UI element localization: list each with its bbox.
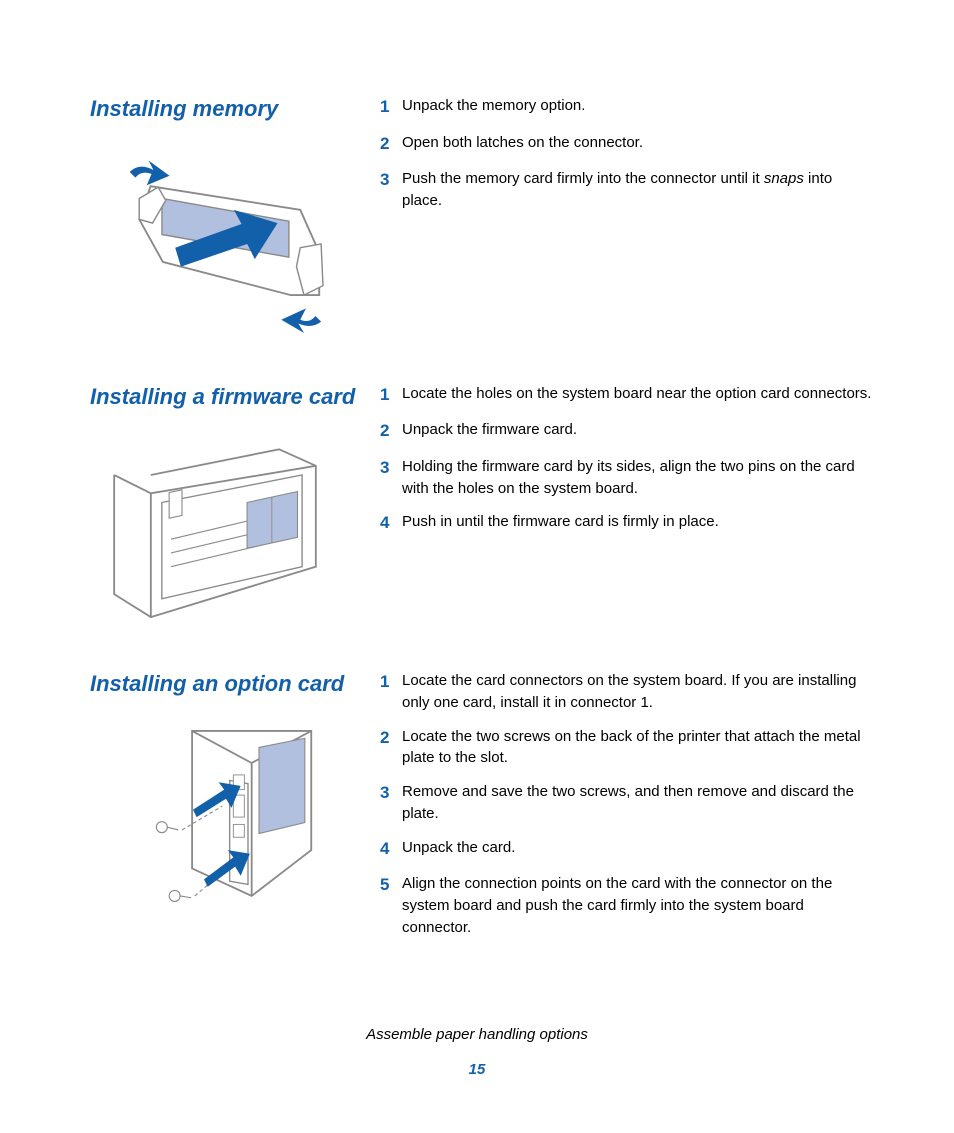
step-number: 3 [380, 781, 402, 806]
left-column: Installing a firmware card [90, 383, 380, 621]
step-text: Locate the holes on the system board nea… [402, 383, 876, 405]
step-text: Holding the firmware card by its sides, … [402, 456, 876, 500]
section-installing-memory: Installing memory [90, 95, 876, 333]
step-item: 1 Locate the card connectors on the syst… [380, 670, 876, 714]
step-item: 3 Remove and save the two screws, and th… [380, 781, 876, 825]
page-number: 15 [0, 1061, 954, 1078]
section-heading: Installing an option card [90, 670, 380, 698]
steps-list: 1 Unpack the memory option. 2 Open both … [380, 95, 876, 224]
steps-list: 1 Locate the card connectors on the syst… [380, 670, 876, 950]
section-installing-firmware: Installing a firmware card [90, 383, 876, 621]
step-text: Push in until the firmware card is firml… [402, 511, 876, 533]
step-number: 3 [380, 168, 402, 193]
figure-firmware [100, 440, 330, 620]
step-text: Remove and save the two screws, and then… [402, 781, 876, 825]
step-text: Align the connection points on the card … [402, 873, 876, 938]
step-item: 2 Locate the two screws on the back of t… [380, 726, 876, 770]
steps-list: 1 Locate the holes on the system board n… [380, 383, 876, 548]
step-number: 2 [380, 726, 402, 751]
section-installing-option-card: Installing an option card [90, 670, 876, 950]
section-heading: Installing memory [90, 95, 380, 123]
step-item: 5 Align the connection points on the car… [380, 873, 876, 938]
step-number: 5 [380, 873, 402, 898]
option-card-illustration-icon [105, 718, 325, 918]
step-number: 4 [380, 511, 402, 536]
step-item: 2 Open both latches on the connector. [380, 132, 876, 157]
step-item: 3 Holding the firmware card by its sides… [380, 456, 876, 500]
step-item: 4 Unpack the card. [380, 837, 876, 862]
step-number: 2 [380, 419, 402, 444]
footer-caption: Assemble paper handling options [0, 1026, 954, 1043]
step-number: 3 [380, 456, 402, 481]
step-text: Unpack the card. [402, 837, 876, 859]
figure-option-card [100, 728, 330, 908]
step-text: Unpack the memory option. [402, 95, 876, 117]
step-text: Locate the card connectors on the system… [402, 670, 876, 714]
step-number: 1 [380, 383, 402, 408]
step-text: Push the memory card firmly into the con… [402, 168, 876, 212]
firmware-illustration-icon [105, 435, 325, 625]
step-number: 2 [380, 132, 402, 157]
memory-illustration-icon [100, 153, 330, 333]
step-number: 4 [380, 837, 402, 862]
step-text: Open both latches on the connector. [402, 132, 876, 154]
page-footer: Assemble paper handling options 15 [0, 1026, 954, 1078]
step-text: Unpack the firmware card. [402, 419, 876, 441]
step-item: 1 Unpack the memory option. [380, 95, 876, 120]
section-heading: Installing a firmware card [90, 383, 380, 411]
step-item: 1 Locate the holes on the system board n… [380, 383, 876, 408]
step-text: Locate the two screws on the back of the… [402, 726, 876, 770]
figure-memory [100, 153, 330, 333]
step-number: 1 [380, 95, 402, 120]
step-item: 3 Push the memory card firmly into the c… [380, 168, 876, 212]
step-number: 1 [380, 670, 402, 695]
left-column: Installing memory [90, 95, 380, 333]
step-item: 4 Push in until the firmware card is fir… [380, 511, 876, 536]
left-column: Installing an option card [90, 670, 380, 908]
step-item: 2 Unpack the firmware card. [380, 419, 876, 444]
document-page: Installing memory [0, 0, 954, 1133]
